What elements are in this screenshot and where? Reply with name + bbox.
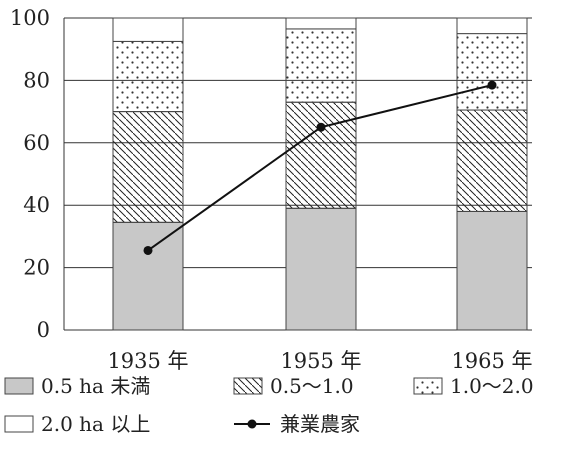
- legend: 0.5 ha 未満 0.5～1.0 1.0～2.0 2.0 ha 以上 兼業農家: [4, 374, 534, 436]
- legend-label: 兼業農家: [280, 412, 360, 436]
- line-point: [487, 80, 497, 90]
- bars: [112, 17, 528, 331]
- legend-label: 2.0 ha 以上: [41, 412, 150, 436]
- x-tick-label: 1955 年: [280, 349, 361, 373]
- line-series: [143, 80, 497, 255]
- y-tick-label: 20: [23, 256, 50, 280]
- line-point: [143, 245, 153, 255]
- bar-segment-0: [285, 207, 357, 331]
- bar-segment-1: [456, 109, 528, 212]
- legend-item: 1.0～2.0: [413, 374, 534, 398]
- line-point: [316, 122, 326, 132]
- legend-swatch: [4, 415, 34, 433]
- y-tick-label: 100: [10, 6, 50, 30]
- y-tick-label: 80: [23, 68, 50, 92]
- y-tick-label: 60: [23, 131, 50, 155]
- bar-segment-2: [456, 33, 528, 111]
- bar-segment-3: [456, 17, 528, 35]
- legend-label: 0.5 ha 未満: [41, 374, 150, 398]
- legend-label: 0.5～1.0: [270, 374, 354, 398]
- x-tick-label: 1965 年: [451, 349, 532, 373]
- bar-segment-2: [285, 28, 357, 103]
- legend-item: 0.5～1.0: [233, 374, 354, 398]
- legend-item: 2.0 ha 以上: [4, 412, 150, 436]
- bar-segment-3: [112, 17, 184, 42]
- y-tick-label: 40: [23, 193, 50, 217]
- bar-segment-2: [112, 40, 184, 113]
- legend-swatch: [413, 377, 443, 395]
- legend-swatch: [233, 377, 263, 395]
- legend-item: 兼業農家: [234, 412, 360, 436]
- bar-segment-0: [456, 210, 528, 331]
- bar-segment-1: [285, 101, 357, 209]
- y-tick-label: 0: [37, 318, 50, 342]
- legend-item: 0.5 ha 未満: [4, 374, 150, 398]
- legend-label: 1.0～2.0: [450, 374, 534, 398]
- bar-segment-3: [285, 17, 357, 30]
- bar-segment-0: [112, 221, 184, 331]
- legend-swatch: [4, 377, 34, 395]
- axes: 0 20 40 60 80 100 1935 年 1955 年 1965 年: [10, 6, 533, 373]
- legend-marker: [247, 419, 257, 429]
- bar-segment-1: [112, 111, 184, 223]
- x-tick-label: 1935 年: [107, 349, 188, 373]
